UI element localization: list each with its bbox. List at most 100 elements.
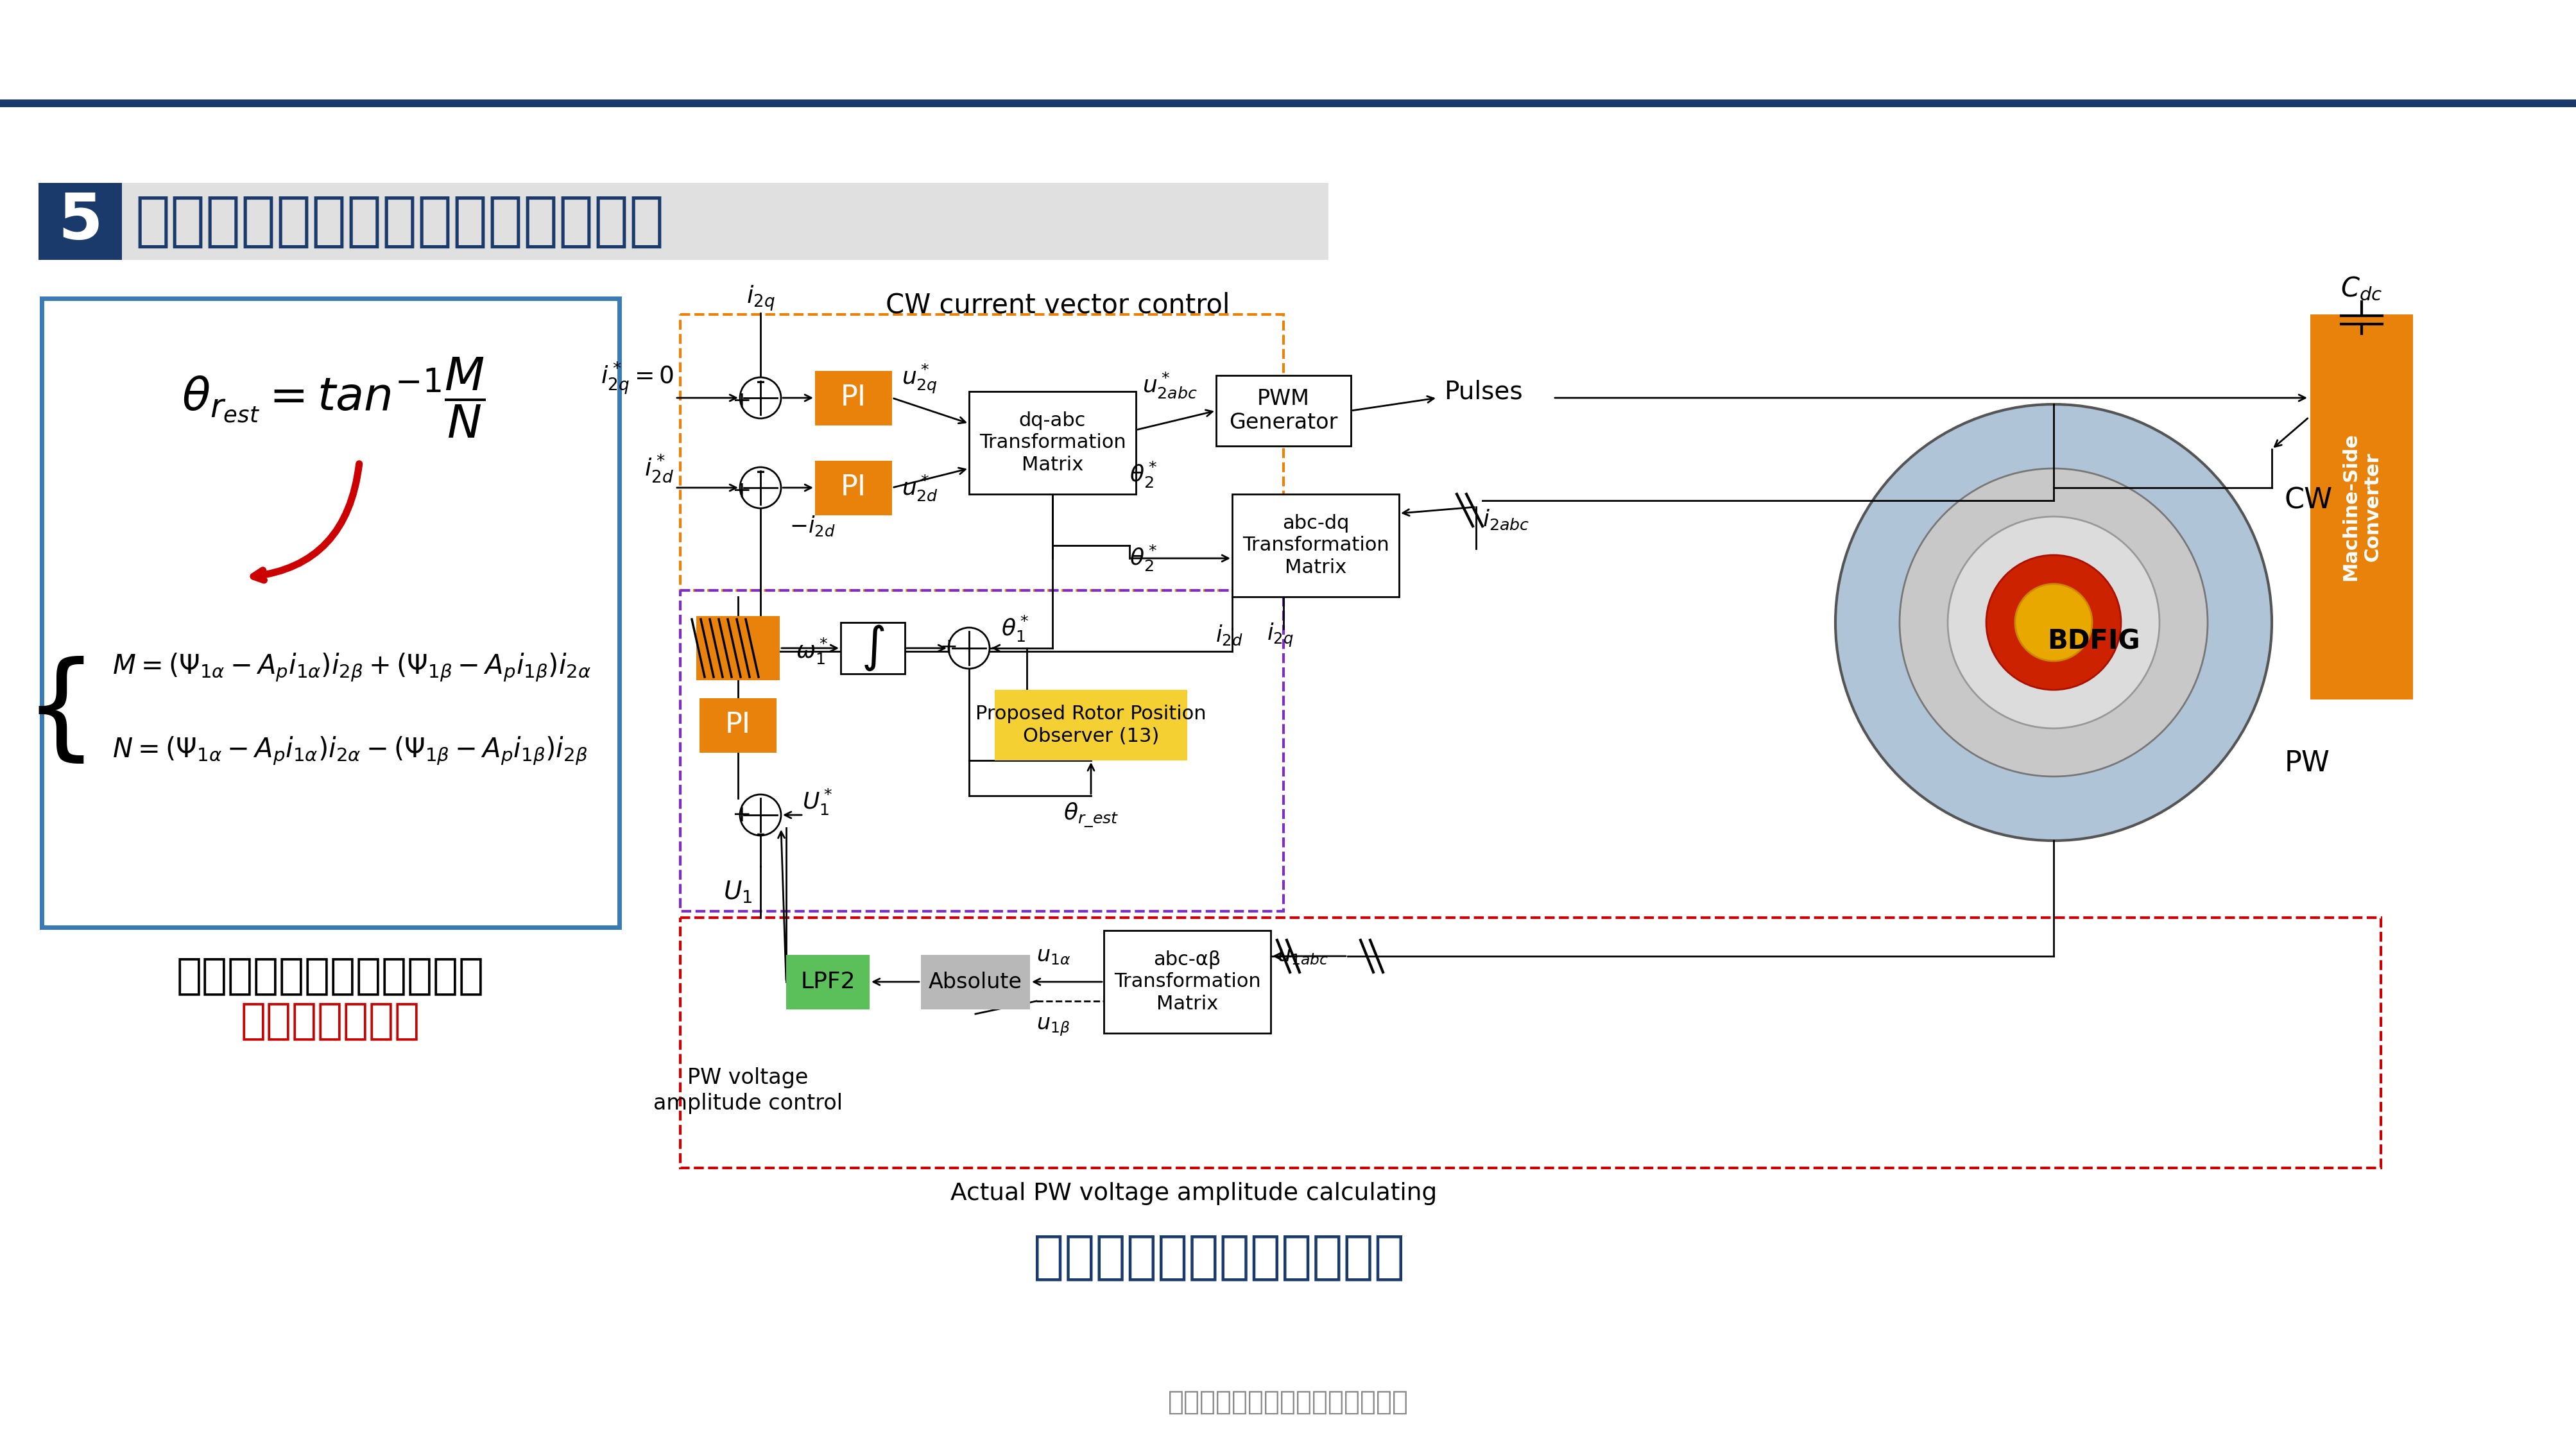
Text: HUST: HUST [2347,39,2401,57]
Bar [696,616,781,680]
Bar [969,391,1136,494]
Text: LPF2: LPF2 [801,971,855,993]
Bar [840,623,904,674]
Text: PW voltage: PW voltage [688,1068,809,1088]
Text: +: + [940,636,958,658]
Text: +: + [732,390,752,412]
Bar [39,183,121,259]
Text: $U_1^*$: $U_1^*$ [801,787,832,817]
Text: $i_{2d}$: $i_{2d}$ [1216,623,1242,646]
Bar [1231,494,1399,597]
Text: 独立发电无速度传感器控制: 独立发电无速度传感器控制 [1033,1233,1404,1282]
Text: -: - [755,820,765,848]
Bar [994,690,1188,761]
Text: abc-dq: abc-dq [1283,514,1350,533]
Text: PI: PI [840,474,866,501]
Text: $\theta_{r_{est}} = tan^{-1}\dfrac{M}{N}$: $\theta_{r_{est}} = tan^{-1}\dfrac{M}{N}… [183,356,487,439]
Text: $i_{2abc}$: $i_{2abc}$ [1481,509,1530,532]
Text: $M = (\Psi_{1\alpha} - A_p i_{1\alpha}) i_{2\beta} + (\Psi_{1\beta} - A_p i_{1\b: $M = (\Psi_{1\alpha} - A_p i_{1\alpha}) … [113,652,590,684]
Circle shape [739,794,781,836]
Text: Generator: Generator [1229,412,1337,433]
Text: Pulses: Pulses [1445,380,1522,404]
Text: PWM: PWM [1257,388,1309,410]
Bar [701,698,775,752]
Text: $i_{2q}^* = 0$: $i_{2q}^* = 0$ [600,361,675,397]
Text: $u_{2d}^*$: $u_{2d}^*$ [902,474,938,503]
Text: $u_{2abc}^*$: $u_{2abc}^*$ [1141,371,1198,400]
Circle shape [739,467,781,509]
Text: $-i_{2d}$: $-i_{2d}$ [788,514,835,538]
Text: $\theta_2^*$: $\theta_2^*$ [1128,459,1157,490]
Circle shape [2334,6,2416,90]
Text: abc-αβ: abc-αβ [1154,951,1221,969]
Text: -: - [755,368,765,396]
Bar [1105,930,1270,1033]
Bar [920,955,1030,1009]
Circle shape [1986,555,2120,690]
Bar [0,0,2576,103]
Bar [814,371,891,425]
Text: 独立与并网发电无速度传感器控制: 独立与并网发电无速度传感器控制 [134,193,665,251]
Circle shape [1899,468,2208,777]
Text: 算法启动性能好: 算法启动性能好 [240,1000,420,1042]
Text: Matrix: Matrix [1023,455,1084,474]
Bar [1216,375,1350,446]
Text: $u_{1abc}$: $u_{1abc}$ [1278,946,1329,966]
Text: Matrix: Matrix [1285,558,1347,577]
Circle shape [948,627,989,668]
Bar [2311,314,2414,700]
Bar [2439,13,2555,96]
Text: Absolute: Absolute [930,971,1023,993]
Bar [121,183,1329,259]
Bar [786,955,871,1009]
Text: $i_{2d}^*$: $i_{2d}^*$ [644,452,675,484]
Text: +: + [732,480,752,501]
Bar [0,100,2576,107]
Text: Actual PW voltage amplitude calculating: Actual PW voltage amplitude calculating [951,1182,1437,1206]
Text: $N = (\Psi_{1\alpha} - A_p i_{1\alpha}) i_{2\alpha} - (\Psi_{1\beta} - A_p i_{1\: $N = (\Psi_{1\alpha} - A_p i_{1\alpha}) … [113,735,587,767]
Text: Proposed Rotor Position: Proposed Rotor Position [976,704,1206,723]
Text: $U_1$: $U_1$ [724,880,752,904]
Bar [0,100,2576,107]
Text: $u_{2q}^*$: $u_{2q}^*$ [902,362,938,396]
Text: Transformation: Transformation [1242,536,1388,555]
Text: Observer (13): Observer (13) [1023,727,1159,745]
Text: CW current vector control: CW current vector control [886,291,1229,319]
Text: dq-abc: dq-abc [1020,412,1087,430]
Text: PI: PI [726,711,750,739]
Text: amplitude control: amplitude control [652,1093,842,1114]
Text: $\omega_1^*$: $\omega_1^*$ [796,636,829,667]
Bar [814,461,891,514]
Text: CW: CW [2285,487,2334,514]
Bar [0,0,2576,103]
Circle shape [739,377,781,419]
Text: 5: 5 [57,190,103,252]
Text: $i_{2q}$: $i_{2q}$ [1267,622,1293,649]
Text: 二、无刷双馈电机控制技术: 二、无刷双馈电机控制技术 [963,17,1476,85]
Text: 中国电工技术学会新媒体平台发布: 中国电工技术学会新媒体平台发布 [1167,1388,1409,1416]
Text: PW: PW [2285,749,2331,778]
Text: 基于电磁关系直接计算转速: 基于电磁关系直接计算转速 [178,955,484,997]
Text: $C_{dc}$: $C_{dc}$ [2342,275,2383,303]
Text: Machine-Side
Converter: Machine-Side Converter [2342,433,2383,581]
Text: -: - [755,458,765,485]
Text: $\theta_1^*$: $\theta_1^*$ [1002,614,1028,643]
Text: Transformation: Transformation [1113,972,1260,991]
Bar [41,298,618,927]
Text: Transformation: Transformation [979,433,1126,452]
Text: $u_{1\beta}$: $u_{1\beta}$ [1036,1016,1069,1037]
Text: Matrix: Matrix [1157,994,1218,1013]
Text: 70: 70 [2465,33,2527,75]
Text: BDFIG: BDFIG [2048,629,2141,655]
Text: $u_{1\alpha}$: $u_{1\alpha}$ [1036,946,1072,966]
Text: {: { [23,656,98,769]
Text: PI: PI [840,384,866,412]
Circle shape [1837,404,2272,840]
Text: $\int$: $\int$ [860,623,884,672]
Text: $\theta_2^*$: $\theta_2^*$ [1128,543,1157,574]
Text: SEEE: SEEE [18,49,108,80]
Text: $i_{2q}$: $i_{2q}$ [747,284,775,313]
Text: $\theta_{r\_est}$: $\theta_{r\_est}$ [1064,801,1118,829]
Text: HUST: HUST [18,13,116,45]
Circle shape [1947,517,2159,729]
